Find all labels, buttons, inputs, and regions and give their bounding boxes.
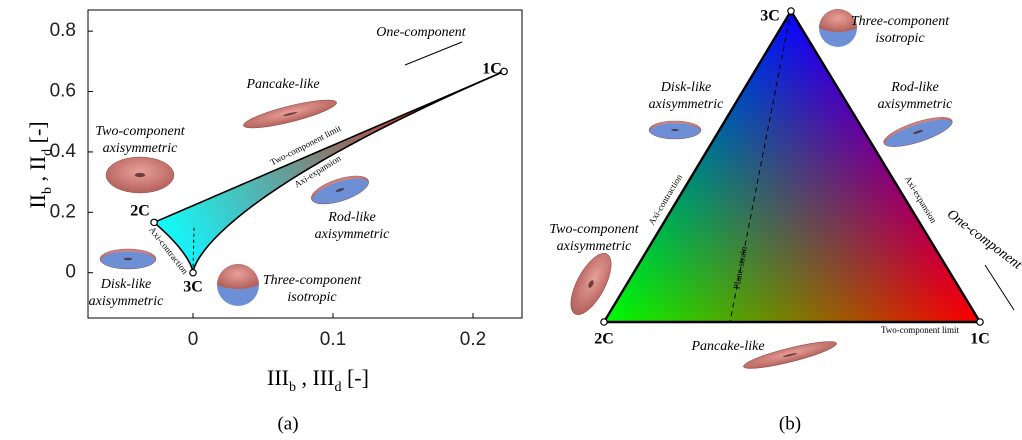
annotation: axisymmetric: [649, 97, 724, 112]
annotation: One-component: [944, 207, 1022, 273]
vertex-label: 2C: [130, 203, 150, 220]
x-tick-label: 0: [188, 329, 199, 350]
annotation: Disk-like: [660, 80, 712, 95]
axis-label: IIIb , IIId [-]: [267, 365, 369, 395]
axis-label-part: b: [289, 380, 296, 395]
panel-label: (a): [277, 413, 298, 434]
annotation: Two-component: [549, 222, 639, 237]
annotation: Pancake-like: [245, 77, 319, 92]
ellipsoid: [649, 121, 701, 139]
axis-label-part: b: [40, 187, 55, 194]
annotation: axisymmetric: [557, 239, 632, 254]
annotation: axisymmetric: [103, 141, 178, 156]
y-tick-label: 0.6: [50, 81, 76, 102]
ellipsoid-pole: [671, 129, 679, 131]
annotation: isotropic: [875, 31, 925, 46]
vertex-label: 2C: [594, 331, 614, 348]
vertex: [601, 319, 607, 325]
fill-layer: [604, 11, 980, 322]
one-component-line: [405, 42, 462, 65]
axis-label-part: d: [334, 380, 341, 395]
vertex: [501, 68, 507, 74]
axis-label-part: [-]: [341, 365, 368, 390]
panel-label: (b): [779, 413, 801, 434]
ellipsoid: [100, 249, 156, 269]
annotation: Three-component: [263, 273, 362, 288]
annotation: Two-component limit: [881, 325, 960, 335]
ellipsoid-pole: [124, 258, 132, 260]
vertex-label: 3C: [183, 279, 203, 296]
figure: 00.10.200.20.40.60.8IIIb , IIId [-]IIb ,…: [0, 0, 1022, 440]
x-tick-label: 0.2: [460, 329, 486, 350]
annotation: Pancake-like: [690, 339, 764, 354]
annotation: isotropic: [287, 290, 337, 305]
annotation: Two-component: [95, 124, 185, 139]
one-component-line: [985, 265, 1014, 310]
ellipsoid-pole: [135, 173, 145, 177]
axis-label-part: , II: [25, 156, 50, 187]
y-tick-label: 0.2: [50, 201, 76, 222]
vertex-label: 1C: [482, 61, 502, 78]
ellipsoid: [241, 95, 338, 134]
x-tick-label: 0.1: [320, 329, 346, 350]
axis-label-part: II: [25, 194, 50, 209]
annotation: Rod-like: [890, 80, 938, 95]
annotation: One-component: [376, 25, 467, 40]
y-tick-label: 0.8: [50, 20, 76, 41]
axis-label-part: [-]: [25, 121, 50, 148]
annotation: axisymmetric: [89, 294, 164, 309]
vertex-label: 1C: [970, 331, 990, 348]
axis-label: IIb , IId [-]: [25, 121, 55, 208]
ellipsoid: [106, 157, 174, 193]
sphere-top: [217, 264, 259, 289]
vertex: [190, 270, 196, 276]
vertex: [977, 319, 983, 325]
sphere: [217, 264, 259, 306]
ellipsoid: [881, 111, 956, 152]
barycentric-fill: [604, 11, 980, 322]
axis-label-part: III: [267, 365, 289, 390]
vertex-label: 3C: [760, 8, 780, 25]
vertex: [788, 8, 794, 14]
annotation: Three-component: [851, 14, 950, 29]
axis-label-part: d: [40, 149, 55, 156]
annotation: axisymmetric: [878, 97, 953, 112]
axis-label-part: , III: [296, 365, 334, 390]
y-tick-label: 0: [65, 262, 76, 283]
annotation: Disk-like: [100, 277, 152, 292]
annotation: axisymmetric: [315, 227, 390, 242]
annotation: Rod-like: [327, 210, 375, 225]
